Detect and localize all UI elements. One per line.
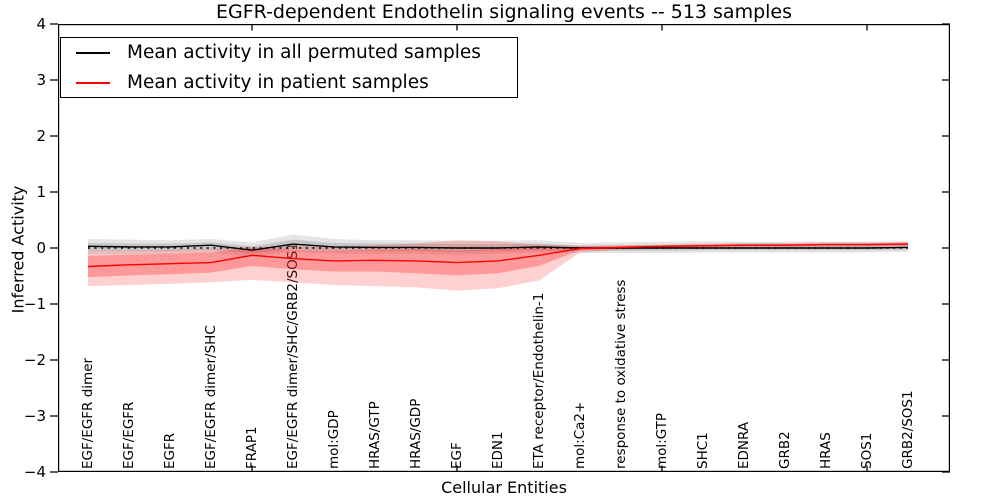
confidence-band xyxy=(88,234,908,257)
confidence-band xyxy=(88,239,908,254)
legend-line-sample-red xyxy=(76,81,110,84)
y-tick-label: 4 xyxy=(36,15,46,33)
y-tick-label: 0 xyxy=(36,239,46,257)
confidence-band xyxy=(88,243,908,278)
legend: Mean activity in all permuted samples Me… xyxy=(60,37,518,98)
y-tick-label: 2 xyxy=(36,127,46,145)
y-tick-label: −2 xyxy=(23,351,46,369)
y-tick-label: 3 xyxy=(36,71,46,89)
y-tick-label: −3 xyxy=(23,407,46,425)
plot-area xyxy=(50,23,950,473)
chart-canvas xyxy=(50,23,950,473)
x-axis-label: Cellular Entities xyxy=(441,478,567,497)
y-tick-label: 1 xyxy=(36,183,46,201)
legend-item-permuted: Mean activity in all permuted samples xyxy=(61,41,517,64)
legend-item-patient: Mean activity in patient samples xyxy=(61,71,517,94)
y-tick-label: −4 xyxy=(23,463,46,481)
legend-label-patient: Mean activity in patient samples xyxy=(127,72,429,93)
chart-title: EGFR-dependent Endothelin signaling even… xyxy=(215,1,793,23)
legend-line-sample-black xyxy=(76,51,110,54)
mean-line xyxy=(87,243,909,251)
mean-line xyxy=(87,243,909,268)
axes-frame xyxy=(58,24,950,472)
y-tick-label: −1 xyxy=(23,295,46,313)
legend-label-permuted: Mean activity in all permuted samples xyxy=(127,42,481,63)
confidence-band xyxy=(88,240,908,291)
